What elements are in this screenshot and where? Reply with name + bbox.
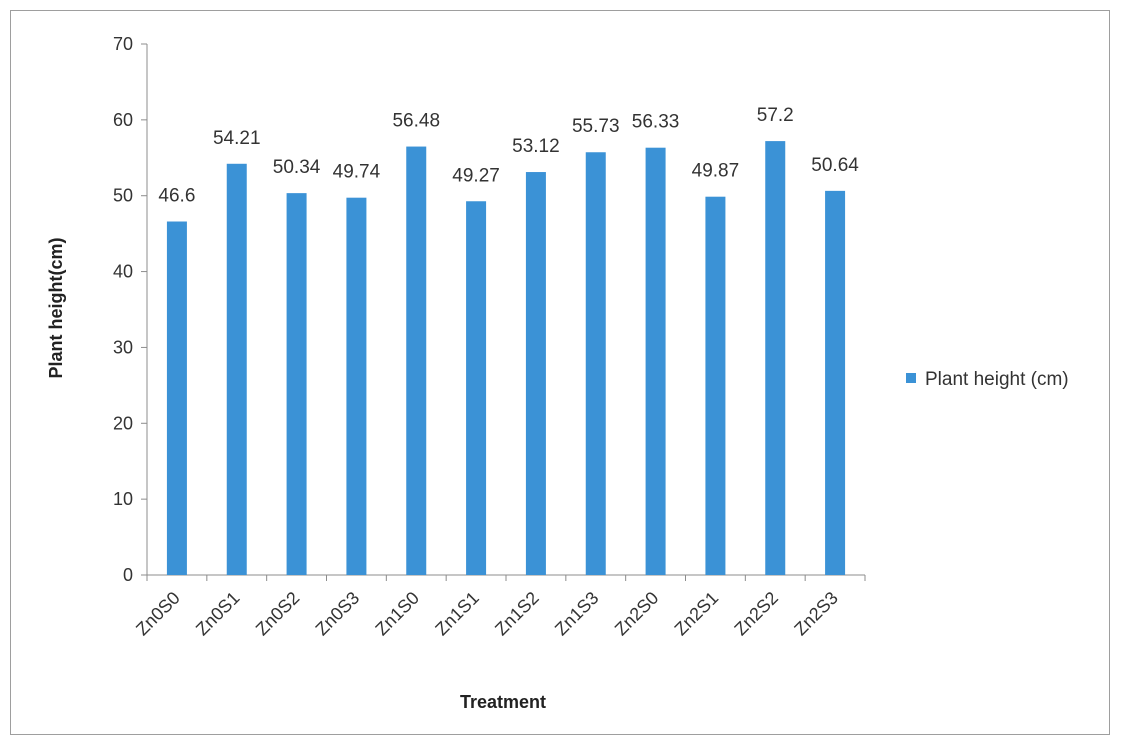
x-axis: Zn0S0 Zn0S1 Zn0S2 Zn0S3 Zn1S0 Zn1S1 Zn1S2 Zn1S3… [132,574,866,640]
bar [645,147,666,575]
bar [765,141,786,575]
bar [226,163,247,575]
data-label: 49.27 [452,165,500,186]
x-tick-label: Zn2S1 [671,588,723,640]
y-tick-label: 20 [113,413,133,433]
legend: Plant height (cm) [906,369,1069,390]
chart-frame [10,10,1110,735]
y-tick-label: 30 [113,337,133,357]
x-tick-label: Zn0S2 [252,588,304,640]
data-label: 49.74 [333,162,381,183]
y-tick-label: 10 [113,489,133,509]
x-tick-label: Zn2S3 [790,588,842,640]
y-tick-label: 60 [113,110,133,130]
bar [585,152,606,575]
data-label: 56.48 [392,111,440,132]
bar [825,190,846,575]
x-tick-label: Zn1S1 [431,588,483,640]
data-label: 57.2 [757,105,794,126]
data-label: 53.12 [512,136,560,157]
x-tick-label: Zn0S0 [132,588,184,640]
data-label: 49.87 [692,161,740,182]
data-label: 54.21 [213,128,261,149]
data-label: 50.64 [811,155,859,176]
legend-swatch [906,373,916,383]
x-tick-label: Zn1S0 [371,588,423,640]
bar [466,201,487,575]
bar [705,196,726,575]
y-tick-label: 50 [113,186,133,206]
x-tick-label: Zn0S3 [312,588,364,640]
bar [346,197,367,575]
data-label: 55.73 [572,116,620,137]
data-label: 56.33 [632,112,680,133]
data-label: 46.6 [158,186,195,207]
x-tick-label: Zn1S2 [491,588,543,640]
bar [525,172,546,575]
data-labels: 46.6 54.21 50.34 49.74 56.48 49.27 53.12 55.73 5… [158,105,859,206]
bars [166,141,846,576]
y-tick-label: 40 [113,262,133,282]
y-tick-label: 70 [113,34,133,54]
y-tick-label: 0 [123,565,133,585]
bar [286,193,307,576]
data-label: 50.34 [273,157,321,178]
legend-label: Plant height (cm) [925,369,1069,390]
bar [166,221,187,575]
y-axis: 0 10 20 30 40 50 60 70 [113,34,148,585]
x-tick-label: Zn2S0 [611,588,663,640]
x-tick-label: Zn1S3 [551,588,603,640]
x-tick-label: Zn0S1 [192,588,244,640]
x-tick-label: Zn2S2 [730,588,782,640]
bar [406,146,427,576]
y-axis-title: Plant height(cm) [46,237,66,378]
x-axis-title: Treatment [460,692,546,712]
